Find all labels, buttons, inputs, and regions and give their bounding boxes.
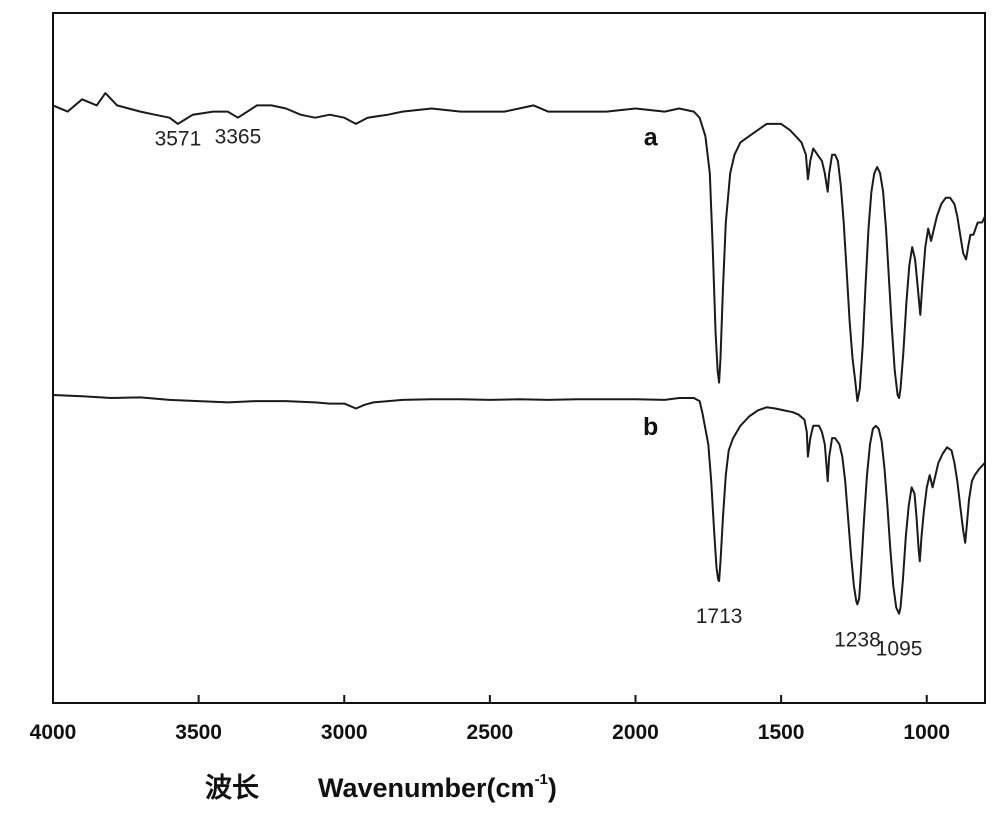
x-axis-tick-labels: 4000 3500 3000 2500 2000 1500 1000 — [30, 721, 950, 744]
x-axis-title: Wavenumber(cm-1) — [318, 771, 557, 803]
series-line-a — [52, 92, 986, 403]
peak-label-1713: 1713 — [696, 605, 743, 628]
x-axis-title-main: Wavenumber(cm — [318, 773, 535, 803]
x-axis-title-superscript: -1 — [535, 771, 548, 788]
x-tick-label-1000: 1000 — [903, 721, 950, 744]
x-tick-label-2000: 2000 — [612, 721, 659, 744]
x-tick-label-3000: 3000 — [321, 721, 368, 744]
series-labels: ab — [643, 123, 659, 441]
x-tick-label-4000: 4000 — [30, 721, 77, 744]
x-axis-title-cjk: 波长 — [205, 773, 260, 804]
x-tick-label-1500: 1500 — [758, 721, 805, 744]
plot-frame — [52, 12, 986, 704]
x-axis-ticks — [52, 695, 928, 703]
peak-label-1238: 1238 — [834, 628, 881, 651]
series-line-b — [52, 394, 986, 615]
x-axis-title-suffix: ) — [548, 773, 557, 803]
series-label-b: b — [643, 413, 658, 441]
peak-label-3365: 3365 — [215, 126, 262, 149]
peak-label-3571: 3571 — [155, 127, 202, 150]
x-tick-label-2500: 2500 — [467, 721, 514, 744]
x-tick-label-3500: 3500 — [175, 721, 222, 744]
peak-label-1095: 1095 — [876, 638, 923, 661]
series-label-a: a — [644, 123, 659, 151]
spectrum-lines — [52, 92, 986, 615]
